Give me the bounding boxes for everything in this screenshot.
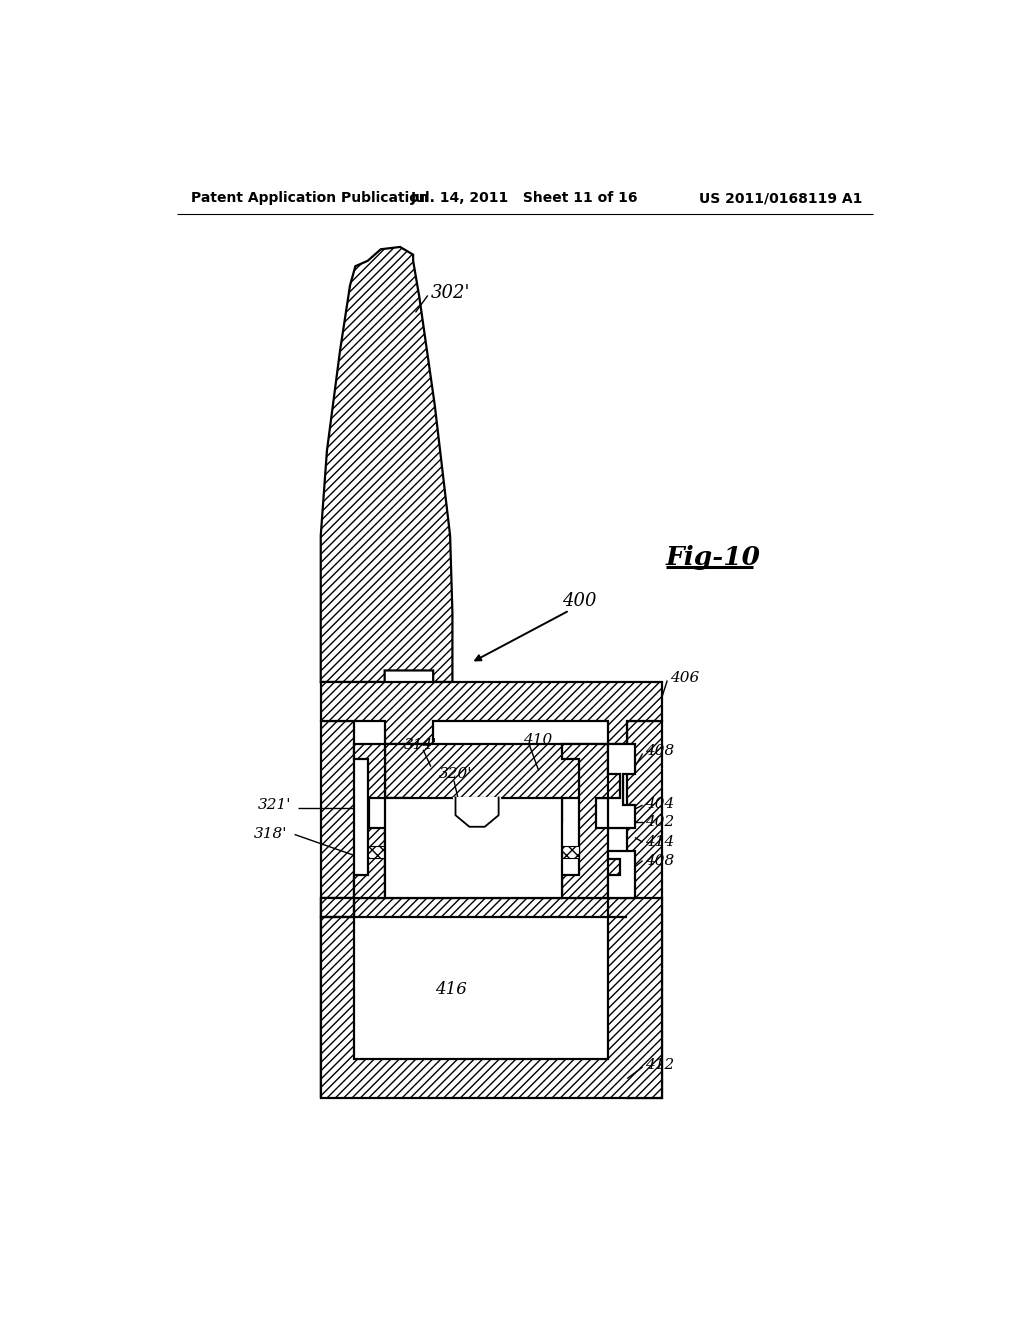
Polygon shape bbox=[562, 743, 608, 898]
Bar bbox=[368, 846, 385, 858]
Text: 402: 402 bbox=[645, 816, 674, 829]
Text: 416: 416 bbox=[435, 982, 467, 998]
Text: 408: 408 bbox=[645, 854, 674, 867]
Text: Jul. 14, 2011   Sheet 11 of 16: Jul. 14, 2011 Sheet 11 of 16 bbox=[411, 191, 639, 206]
Polygon shape bbox=[321, 247, 453, 682]
Text: 408: 408 bbox=[645, 744, 674, 758]
Text: Fig-10: Fig-10 bbox=[666, 545, 761, 570]
Polygon shape bbox=[608, 743, 635, 829]
Polygon shape bbox=[354, 743, 385, 898]
Text: 320': 320' bbox=[438, 767, 472, 781]
Text: 406: 406 bbox=[670, 671, 698, 685]
Bar bbox=[608, 851, 624, 898]
Text: 400: 400 bbox=[562, 593, 596, 610]
Bar bbox=[608, 743, 624, 829]
Polygon shape bbox=[321, 682, 662, 743]
Text: Patent Application Publication: Patent Application Publication bbox=[190, 191, 428, 206]
Polygon shape bbox=[454, 797, 500, 832]
Text: 412: 412 bbox=[645, 1059, 674, 1072]
Bar bbox=[385, 797, 562, 898]
Text: 302': 302' bbox=[431, 284, 470, 302]
Text: 314': 314' bbox=[403, 738, 437, 752]
Bar bbox=[321, 898, 662, 1098]
Polygon shape bbox=[628, 721, 662, 1098]
Text: 404: 404 bbox=[645, 797, 674, 810]
Polygon shape bbox=[608, 851, 635, 898]
Bar bbox=[321, 898, 354, 917]
Polygon shape bbox=[321, 721, 354, 1098]
Text: 414: 414 bbox=[645, 836, 674, 849]
Text: 321': 321' bbox=[258, 799, 291, 812]
Polygon shape bbox=[385, 743, 608, 821]
Bar bbox=[562, 846, 579, 858]
Text: 318': 318' bbox=[254, 828, 288, 841]
Text: US 2011/0168119 A1: US 2011/0168119 A1 bbox=[698, 191, 862, 206]
Bar bbox=[354, 917, 608, 1059]
Text: 410: 410 bbox=[523, 733, 553, 747]
